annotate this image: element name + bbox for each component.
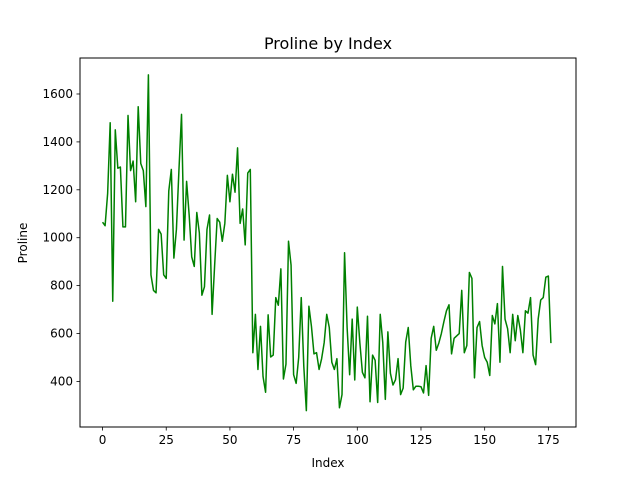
y-tick-label: 800 [50, 279, 73, 293]
x-tick-label: 175 [537, 433, 560, 447]
x-tick-label: 0 [99, 433, 107, 447]
y-tick-label: 600 [50, 327, 73, 341]
y-tick-label: 1000 [42, 231, 73, 245]
x-tick-label: 25 [159, 433, 174, 447]
x-tick-label: 75 [286, 433, 301, 447]
y-tick-label: 400 [50, 374, 73, 388]
x-tick-label: 50 [222, 433, 237, 447]
plot-area [101, 74, 552, 412]
y-axis-label: Proline [16, 223, 30, 264]
y-tick-label: 1200 [42, 183, 73, 197]
x-axis: 0 25 50 75 100 125 150 175 [99, 427, 560, 447]
x-axis-label: Index [311, 456, 344, 470]
y-tick-label: 1400 [42, 135, 73, 149]
series-line [101, 74, 552, 412]
chart-title: Proline by Index [264, 34, 392, 53]
x-tick-label: 150 [473, 433, 496, 447]
y-tick-label: 1600 [42, 87, 73, 101]
plot-frame [79, 57, 577, 428]
x-tick-label: 125 [410, 433, 433, 447]
x-tick-label: 100 [346, 433, 369, 447]
y-axis: 400 600 800 1000 1200 1400 1600 [42, 87, 80, 388]
